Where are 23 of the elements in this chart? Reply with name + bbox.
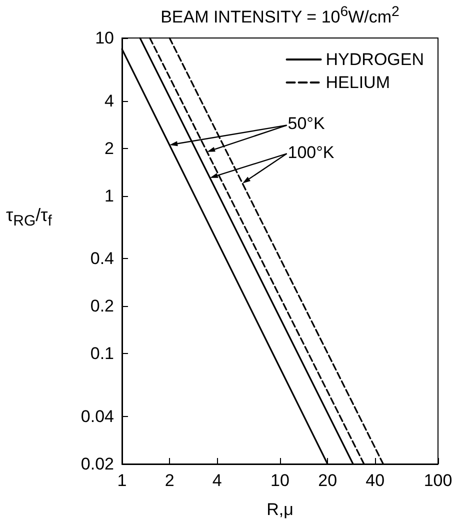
annotation: 100°K	[288, 142, 334, 163]
x-tick-label: 40	[366, 471, 385, 490]
y-axis-title: τ$_{RG}$/τ$_{f}$	[6, 205, 52, 230]
y-tick-label: 10	[95, 28, 114, 48]
chart-title: BEAM INTENSITY = 10$^{6}$W/cm$^{2}$	[160, 4, 400, 28]
x-tick-label: 20	[318, 471, 338, 490]
y-tick-label: 0.1	[90, 344, 114, 364]
x-tick-label: 10	[270, 471, 290, 490]
x-tick-label: 100	[424, 471, 452, 490]
x-axis-title: R,μ	[266, 500, 294, 520]
legend-label: HELIUM	[326, 73, 390, 92]
x-tick-label: 4	[212, 471, 222, 490]
annotation: 50°K	[288, 114, 325, 134]
y-tick-label: 0.4	[90, 249, 114, 268]
y-tick-label: 0.2	[90, 296, 114, 316]
y-tick-label: 2	[104, 138, 114, 158]
legend-label: HYDROGEN	[326, 50, 424, 69]
y-tick-label: 0.02	[80, 454, 114, 474]
y-tick-label: 4	[104, 91, 114, 110]
y-tick-label: 0.04	[80, 406, 114, 426]
x-tick-label: 2	[164, 471, 174, 490]
y-tick-label: 1	[104, 186, 114, 206]
x-tick-label: 1	[117, 471, 127, 490]
